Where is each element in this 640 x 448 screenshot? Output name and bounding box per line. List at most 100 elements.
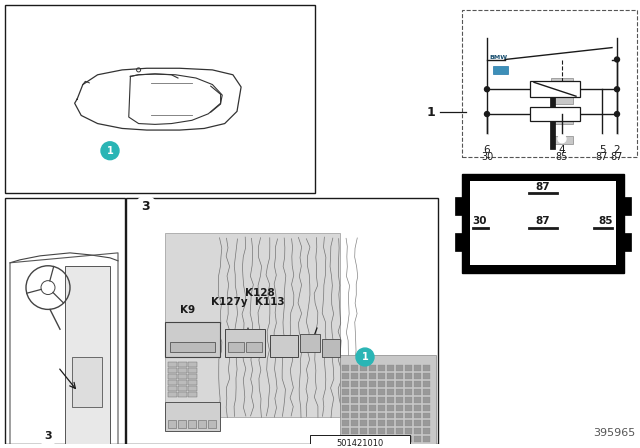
Bar (342, 389, 349, 395)
Bar (369, 381, 376, 387)
Bar (387, 373, 394, 379)
Bar (396, 373, 403, 379)
Bar (360, 436, 367, 442)
Bar (405, 365, 412, 371)
Bar (423, 405, 430, 410)
Bar (405, 436, 412, 442)
Bar (468, 69, 548, 154)
Bar (423, 428, 430, 435)
Bar (270, 335, 298, 357)
Bar (378, 396, 385, 403)
Bar (246, 342, 262, 352)
Polygon shape (468, 47, 566, 69)
Bar (360, 389, 367, 395)
Bar (351, 428, 358, 435)
Text: 87: 87 (596, 152, 608, 162)
Bar (369, 365, 376, 371)
Bar (369, 436, 376, 442)
Text: 3: 3 (141, 200, 150, 213)
Circle shape (483, 135, 491, 143)
Bar (387, 396, 394, 403)
Bar (378, 365, 385, 371)
Bar (387, 381, 394, 387)
Bar (188, 362, 197, 367)
Bar (378, 421, 385, 426)
Text: 1: 1 (362, 352, 369, 362)
Bar (300, 334, 320, 352)
Bar (414, 396, 421, 403)
Bar (360, 373, 367, 379)
Bar (165, 233, 340, 417)
Bar (351, 389, 358, 395)
Bar (550, 89, 555, 149)
Bar (396, 405, 403, 410)
Bar (188, 374, 197, 379)
Text: BMW: BMW (489, 55, 507, 60)
Bar (369, 389, 376, 395)
Text: 6: 6 (484, 145, 490, 155)
Bar (396, 413, 403, 418)
Bar (126, 198, 438, 444)
Bar (360, 365, 367, 371)
Text: 501421010: 501421010 (337, 439, 383, 448)
Bar (414, 421, 421, 426)
Bar (462, 10, 637, 157)
Bar (65, 266, 110, 444)
Bar (423, 381, 430, 387)
Bar (387, 436, 394, 442)
Bar (623, 233, 631, 251)
Text: 85: 85 (556, 152, 568, 162)
Bar (170, 342, 215, 352)
Text: 87: 87 (536, 182, 550, 193)
Bar (351, 396, 358, 403)
Bar (342, 373, 349, 379)
Text: 4: 4 (559, 145, 565, 155)
Bar (188, 392, 197, 396)
Text: K9: K9 (180, 306, 196, 315)
Bar (530, 82, 580, 97)
Bar (5, 5, 315, 194)
Bar (208, 421, 216, 428)
Bar (387, 365, 394, 371)
Bar (378, 405, 385, 410)
Bar (351, 381, 358, 387)
Bar (462, 173, 624, 273)
Circle shape (39, 427, 57, 445)
Bar (351, 413, 358, 418)
Bar (414, 413, 421, 418)
Bar (342, 413, 349, 418)
Bar (322, 339, 340, 357)
Bar (340, 355, 436, 444)
Bar (405, 428, 412, 435)
Bar (178, 374, 187, 379)
Bar (5, 198, 125, 444)
Bar (551, 96, 573, 104)
Bar (396, 396, 403, 403)
Bar (387, 421, 394, 426)
Bar (396, 381, 403, 387)
Bar (423, 365, 430, 371)
Text: 395965: 395965 (593, 428, 635, 438)
Bar (414, 389, 421, 395)
Bar (165, 322, 220, 357)
Bar (493, 66, 508, 74)
Bar (168, 374, 177, 379)
Text: 87: 87 (611, 152, 623, 162)
Bar (198, 421, 206, 428)
Text: 30: 30 (473, 216, 487, 226)
Bar (423, 389, 430, 395)
Bar (551, 78, 573, 86)
Bar (342, 428, 349, 435)
Bar (396, 428, 403, 435)
Bar (369, 396, 376, 403)
Bar (414, 381, 421, 387)
Bar (551, 136, 573, 144)
Circle shape (614, 87, 620, 92)
Circle shape (614, 112, 620, 116)
Text: 3: 3 (44, 431, 52, 441)
Bar (405, 421, 412, 426)
Text: K128: K128 (245, 288, 275, 297)
Text: 30: 30 (481, 152, 493, 162)
Bar (178, 421, 186, 428)
Text: 87: 87 (536, 216, 550, 226)
